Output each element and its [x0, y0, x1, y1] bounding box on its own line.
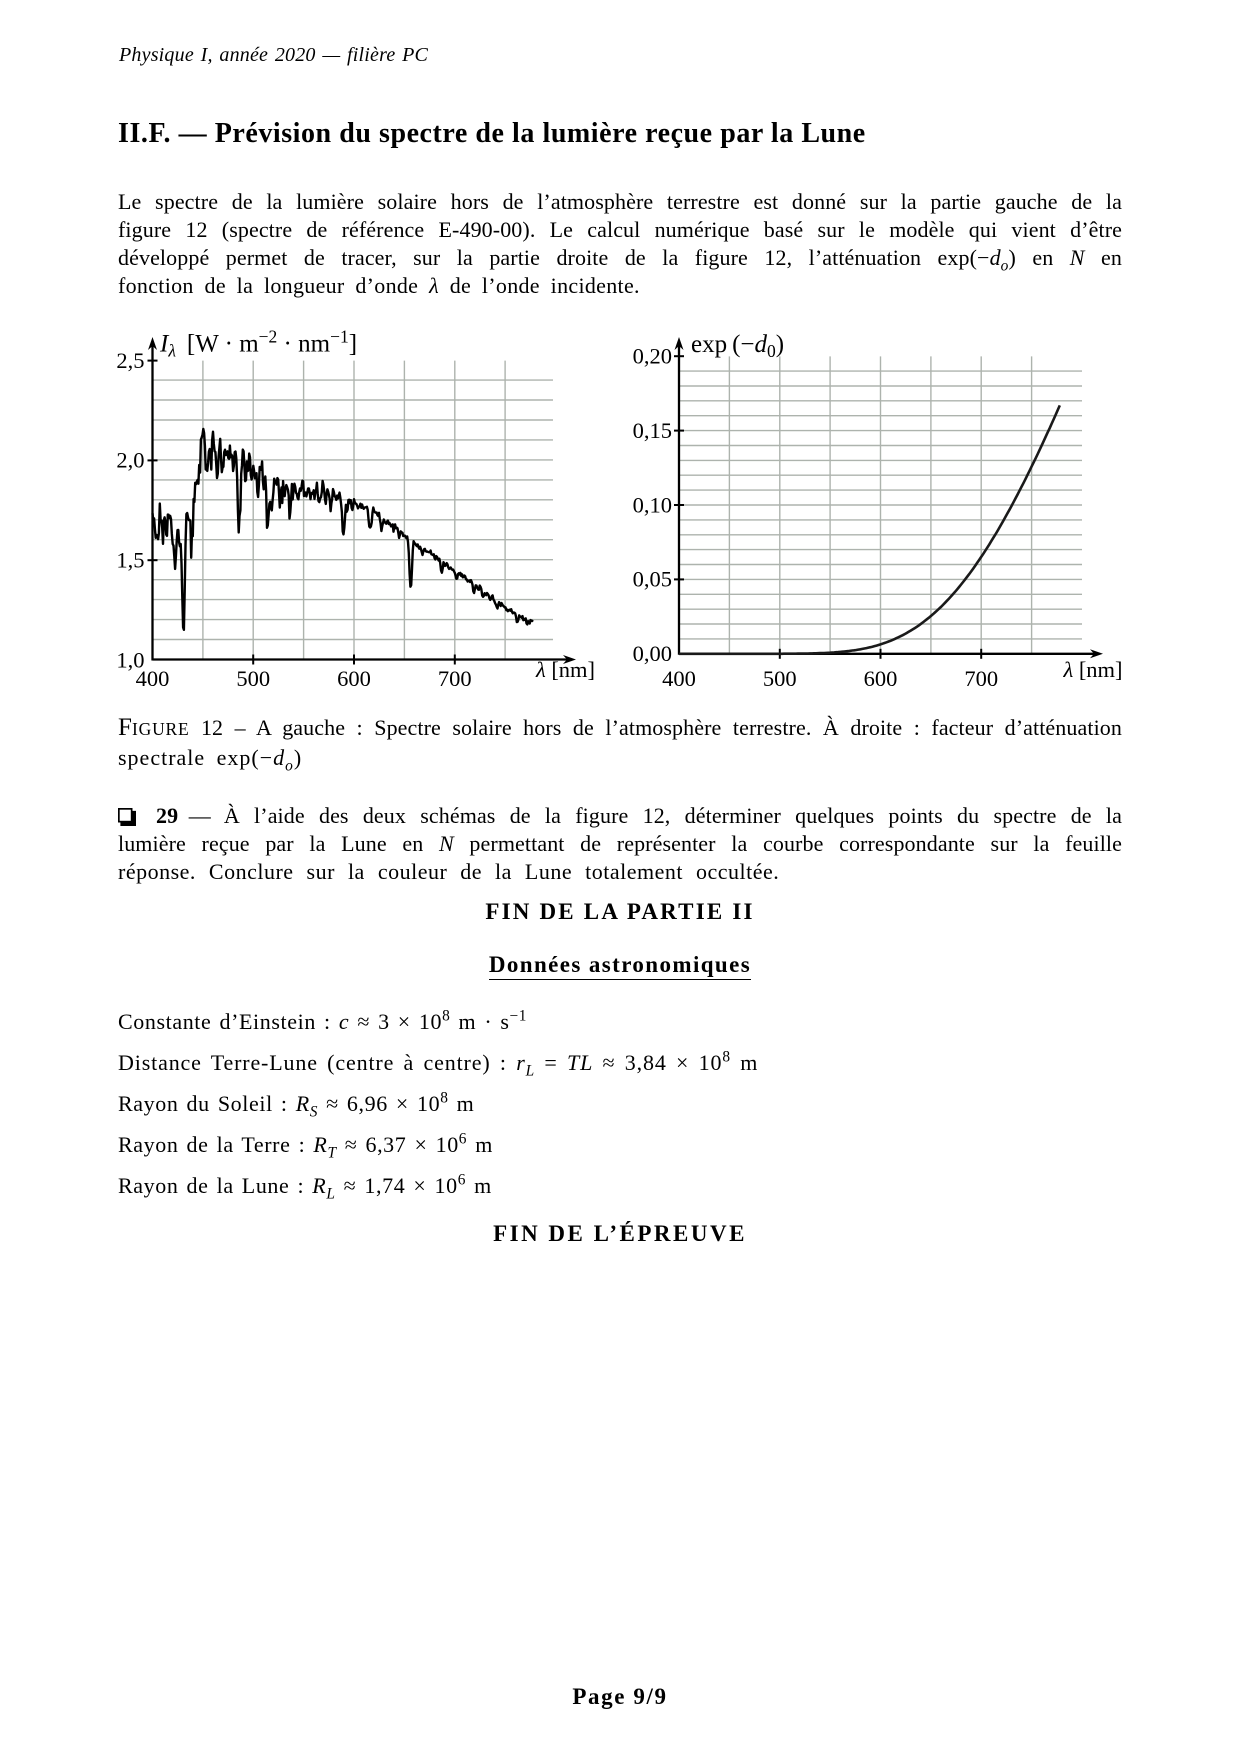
svg-text:λ [nm]: λ [nm] — [1062, 657, 1122, 682]
svg-text:0,20: 0,20 — [633, 344, 672, 369]
svg-text:600: 600 — [337, 666, 371, 691]
svg-text:1,5: 1,5 — [116, 548, 144, 573]
svg-text:700: 700 — [964, 666, 998, 691]
svg-text:700: 700 — [438, 666, 472, 691]
svg-text:0,00: 0,00 — [633, 641, 672, 666]
svg-text:λ [nm]: λ [nm] — [535, 657, 595, 682]
svg-text:600: 600 — [864, 666, 898, 691]
svg-text:2,5: 2,5 — [116, 348, 144, 373]
svg-text:500: 500 — [236, 666, 270, 691]
svg-text:0,05: 0,05 — [633, 567, 672, 592]
svg-text:0,15: 0,15 — [633, 418, 672, 443]
svg-text:1,0: 1,0 — [116, 647, 144, 672]
svg-text:400: 400 — [662, 666, 696, 691]
svg-text:exp (−d0): exp (−d0) — [691, 331, 784, 361]
svg-text:Iλ [W · m−2 · nm−1]: Iλ [W · m−2 · nm−1] — [159, 327, 357, 361]
svg-text:2,0: 2,0 — [116, 448, 144, 473]
svg-text:0,10: 0,10 — [633, 492, 672, 517]
svg-text:500: 500 — [763, 666, 797, 691]
svg-text:400: 400 — [136, 666, 170, 691]
